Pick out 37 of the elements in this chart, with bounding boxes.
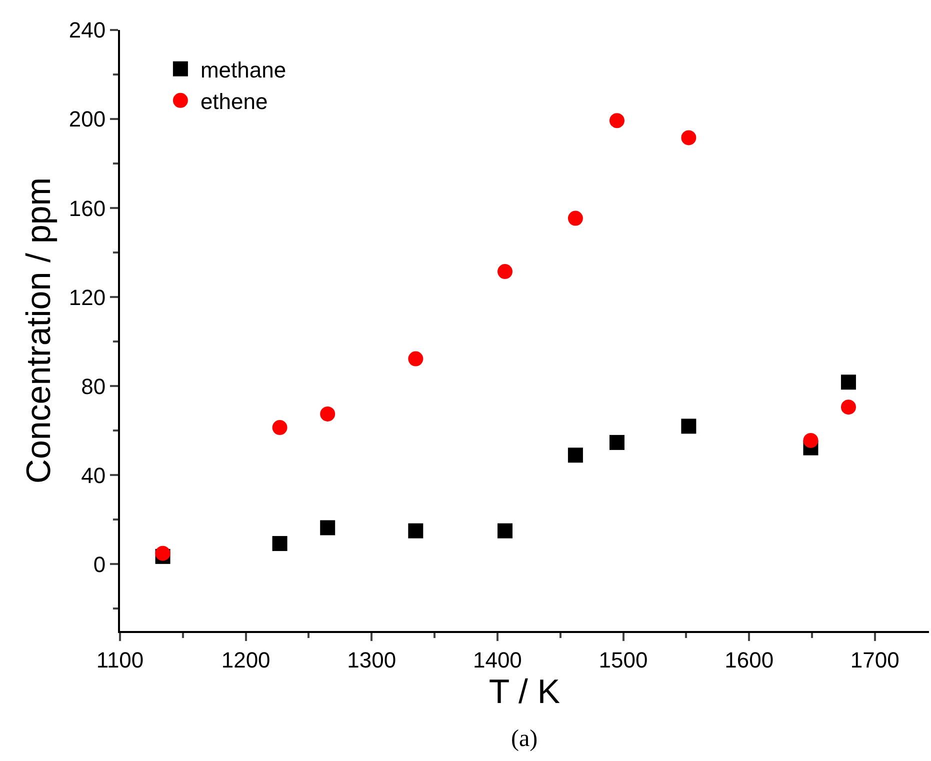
point: [568, 210, 583, 226]
point: [272, 536, 288, 552]
point: [840, 400, 856, 415]
point: [155, 546, 170, 561]
point: [681, 130, 696, 146]
y-tick-label: 120: [68, 284, 106, 310]
y-tick-label: 0: [93, 552, 106, 577]
point: [408, 351, 424, 366]
y-tick-label: 80: [81, 374, 106, 399]
point: [568, 448, 583, 463]
point: [840, 374, 856, 390]
legend-label: ethene: [200, 89, 268, 114]
point: [408, 523, 424, 538]
x-axis-title: T / K: [488, 673, 560, 712]
x-tick-label: 1200: [221, 647, 270, 672]
point: [681, 418, 696, 434]
point: [272, 420, 288, 436]
point: [320, 406, 336, 422]
y-axis-title: Concentration / ppm: [20, 177, 58, 484]
point: [609, 434, 624, 450]
x-tick-label: 1700: [850, 647, 900, 672]
y-tick-label: 240: [68, 18, 106, 43]
point: [498, 523, 512, 538]
y-tick-label: 40: [81, 462, 106, 488]
x-tick-label: 1600: [724, 647, 774, 672]
point: [498, 264, 512, 280]
point: [609, 113, 624, 128]
point: [803, 432, 818, 448]
point: [320, 520, 336, 536]
x-tick-label: 1300: [347, 647, 396, 672]
x-tick-label: 1400: [472, 647, 522, 672]
legend-label: methane: [200, 57, 286, 82]
y-tick-label: 200: [68, 106, 106, 132]
x-tick-label: 1500: [598, 647, 648, 672]
x-tick-label: 1100: [96, 647, 144, 672]
text: (a): [511, 726, 538, 752]
y-tick-label: 160: [68, 196, 106, 221]
